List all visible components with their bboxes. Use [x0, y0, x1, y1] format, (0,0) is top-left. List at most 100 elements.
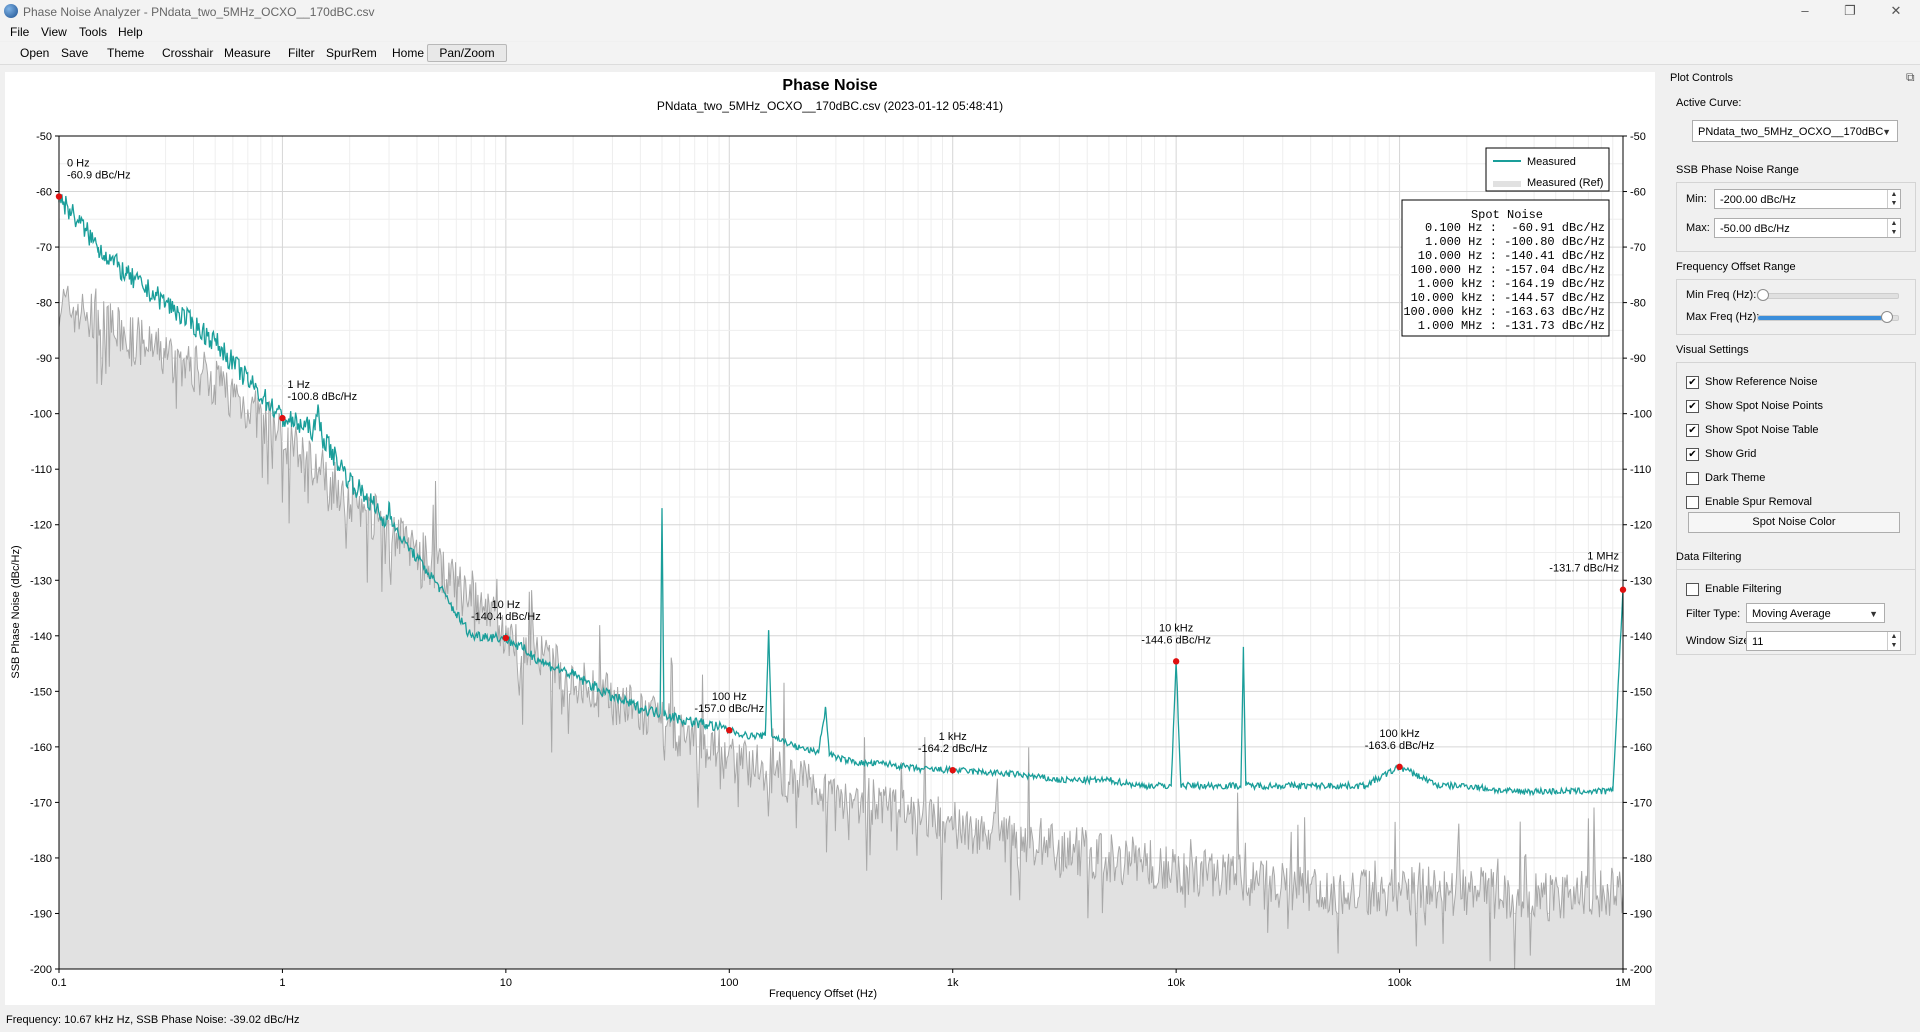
x-tick-label: 0.1 [51, 977, 66, 989]
filter-group-label: Data Filtering [1676, 551, 1742, 563]
pan-zoom-button[interactable]: Pan/Zoom [427, 44, 507, 62]
min-freq-slider[interactable] [1757, 293, 1899, 299]
spot-annotation-freq: 1 kHz [939, 731, 967, 743]
checkbox-label: Dark Theme [1705, 472, 1766, 484]
max-freq-label: Max Freq (Hz): [1686, 311, 1760, 323]
max-spinbox[interactable]: -50.00 dBc/Hz ▲ ▼ [1714, 218, 1901, 238]
open-button[interactable]: Open [20, 46, 50, 60]
y-tick-label: -120 [1630, 520, 1652, 532]
y-tick-label: -140 [30, 631, 52, 643]
y-tick-label: -120 [30, 520, 52, 532]
spot-annotation-freq: 1 Hz [287, 379, 310, 391]
menu-bar: File View Tools Help [0, 24, 1920, 41]
spot-noise-color-button[interactable]: Spot Noise Color [1688, 512, 1900, 533]
spin-arrows-icon[interactable]: ▲ ▼ [1887, 190, 1900, 208]
y-tick-label: -90 [1630, 353, 1646, 365]
spot-annotation-value: -144.6 dBc/Hz [1141, 634, 1211, 646]
y-tick-label: -190 [1630, 908, 1652, 920]
spur-removal-button[interactable]: SpurRem [326, 46, 377, 60]
filter-type-label: Filter Type: [1686, 608, 1741, 620]
visual-group-label: Visual Settings [1676, 344, 1749, 356]
y-tick-label: -170 [1630, 797, 1652, 809]
status-bar: Frequency: 10.67 kHz Hz, SSB Phase Noise… [6, 1014, 300, 1026]
filter-group: Enable Filtering Filter Type: Moving Ave… [1676, 569, 1916, 655]
freq-group: Min Freq (Hz): Max Freq (Hz): [1676, 279, 1916, 335]
spot-noise-row: 10.000 kHz : -144.57 dBc/Hz [1411, 291, 1605, 305]
axis-ticks: -50 -50 -60 -60 -70 -70 -80 -80 -90 -90 -100 -100 -1… [30, 131, 1652, 989]
crosshair-button[interactable]: Crosshair [162, 46, 214, 60]
checkbox-label: Show Spot Noise Table [1705, 424, 1819, 436]
save-button[interactable]: Save [61, 46, 89, 60]
range-group: Min: -200.00 dBc/Hz ▲ ▼ Max: -50.00 dBc/Hz… [1676, 182, 1916, 252]
x-tick-label: 10k [1167, 977, 1185, 989]
y-tick-label: -80 [1630, 298, 1646, 310]
maximize-button[interactable]: ❐ [1844, 3, 1856, 18]
y-tick-label: -60 [1630, 187, 1646, 199]
spot-annotation-value: -140.4 dBc/Hz [471, 611, 541, 623]
checkbox-icon: ✔ [1686, 400, 1699, 413]
measured-series [58, 194, 1624, 797]
filter-type-select[interactable]: Moving Average ▼ [1746, 603, 1885, 623]
close-button[interactable]: ✕ [1890, 3, 1902, 18]
panel-title: Plot Controls [1670, 72, 1733, 84]
spot-noise-row: 1.000 MHz : -131.73 dBc/Hz [1418, 319, 1605, 333]
spot-noise-row: 1.000 kHz : -164.19 dBc/Hz [1418, 277, 1605, 291]
spot-noise-marker [55, 193, 63, 200]
home-button[interactable]: Home [392, 46, 425, 60]
min-label: Min: [1686, 193, 1707, 205]
plot-canvas[interactable]: Phase Noise PNdata_two_5MHz_OCXO__170dBC… [5, 72, 1655, 1005]
spot-annotation-freq: 0 Hz [67, 158, 90, 170]
theme-button[interactable]: Theme [107, 46, 145, 60]
toolbar: Open Save Theme Crosshair Measure Filter… [0, 42, 1920, 65]
min-freq-slider-handle[interactable] [1757, 289, 1769, 301]
spot-noise-row: 0.100 Hz : -60.91 dBc/Hz [1425, 221, 1605, 235]
minimize-button[interactable]: – [1801, 3, 1809, 18]
y-tick-label: -180 [30, 853, 52, 865]
spin-arrows-icon[interactable]: ▲ ▼ [1887, 219, 1900, 237]
reference-line [58, 285, 1624, 970]
active-curve-select[interactable]: PNdata_two_5MHz_OCXO__170dBC ▼ [1692, 120, 1898, 142]
min-spinbox[interactable]: -200.00 dBc/Hz ▲ ▼ [1714, 189, 1901, 209]
checkbox-icon: ✔ [1686, 448, 1699, 461]
spot-noise-row: 1.000 Hz : -100.80 dBc/Hz [1425, 235, 1605, 249]
x-tick-label: 100k [1388, 977, 1412, 989]
legend-reference-label: Measured (Ref) [1527, 177, 1603, 189]
y-tick-label: -60 [36, 187, 52, 199]
reference-series [58, 285, 1624, 970]
y-tick-label: -90 [36, 353, 52, 365]
window-size-spinbox[interactable]: 11 ▲ ▼ [1746, 631, 1901, 651]
y-tick-label: -50 [36, 131, 52, 143]
max-label: Max: [1686, 222, 1710, 234]
measure-button[interactable]: Measure [224, 46, 271, 60]
x-tick-label: 1k [947, 977, 959, 989]
y-tick-label: -50 [1630, 131, 1646, 143]
spin-arrows-icon[interactable]: ▲ ▼ [1887, 632, 1900, 650]
spot-noise-marker [502, 634, 510, 642]
checkbox-icon: ✔ [1686, 424, 1699, 437]
x-axis-label: Frequency Offset (Hz) [769, 988, 877, 1000]
float-panel-icon[interactable]: ⧉ [1906, 70, 1915, 84]
menu-help[interactable]: Help [118, 25, 143, 39]
spot-noise-marker [726, 727, 733, 734]
spot-noise-row: 100.000 Hz : -157.04 dBc/Hz [1411, 263, 1605, 277]
max-freq-slider-handle[interactable] [1880, 311, 1893, 323]
plot-frame [58, 135, 1624, 970]
menu-file[interactable]: File [10, 25, 30, 39]
spot-noise-marker [279, 414, 286, 422]
y-tick-label: -80 [36, 298, 52, 310]
phase-noise-chart[interactable]: Phase Noise PNdata_two_5MHz_OCXO__170dBC… [5, 72, 1655, 1005]
menu-view[interactable]: View [41, 25, 67, 39]
filter-button[interactable]: Filter [288, 46, 315, 60]
range-group-label: SSB Phase Noise Range [1676, 164, 1799, 176]
y-tick-label: -180 [1630, 853, 1652, 865]
y-tick-label: -130 [1630, 575, 1652, 587]
measured-line [58, 194, 1624, 797]
reference-area [59, 285, 1623, 969]
y-tick-label: -140 [1630, 631, 1652, 643]
spot-annotation-value: -131.7 dBc/Hz [1549, 563, 1619, 575]
spot-noise-marker [1396, 763, 1403, 771]
filter-type-value: Moving Average [1752, 608, 1831, 620]
y-tick-label: -160 [1630, 742, 1652, 754]
menu-tools[interactable]: Tools [79, 25, 108, 39]
